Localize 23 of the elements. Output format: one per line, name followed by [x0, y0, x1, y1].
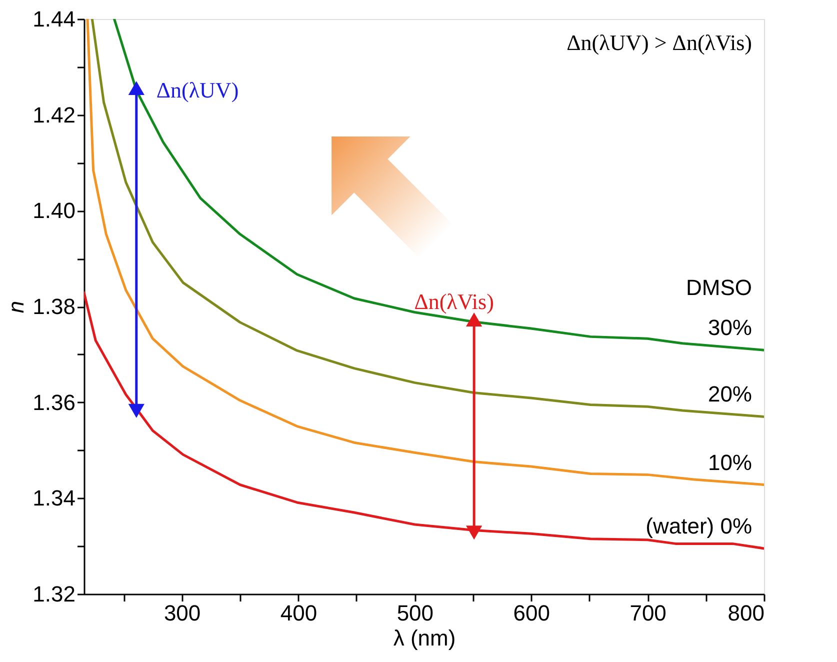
- y-tick-label: 1.32: [32, 582, 76, 606]
- x-tick-label: 800: [728, 600, 764, 626]
- annotation: Δn(λUV): [156, 77, 239, 102]
- y-tick-label: 1.44: [32, 6, 76, 32]
- y-tick-label: 1.38: [32, 294, 76, 319]
- x-tick-label: 700: [630, 600, 666, 626]
- y-tick-label: 1.40: [32, 198, 76, 224]
- y-tick-label: 1.42: [32, 102, 76, 128]
- x-axis-title: λ (nm): [393, 626, 456, 650]
- y-axis-title: n: [4, 300, 29, 314]
- series-label: 10%: [708, 450, 752, 475]
- x-tick-label: 600: [513, 600, 550, 626]
- x-tick-label: 400: [280, 600, 318, 626]
- x-tick-label: 500: [396, 600, 434, 626]
- annotation: Δn(λVis): [414, 288, 494, 314]
- series-label: 30%: [708, 315, 752, 340]
- legend-title: DMSO: [686, 275, 752, 300]
- series-label: 20%: [708, 382, 752, 407]
- y-tick-label: 1.36: [32, 390, 76, 415]
- y-tick-label: 1.34: [32, 486, 76, 511]
- annotation: Δn(λUV) > Δn(λVis): [566, 30, 752, 55]
- series-label: (water) 0%: [646, 513, 752, 538]
- x-tick-label: 300: [164, 600, 201, 626]
